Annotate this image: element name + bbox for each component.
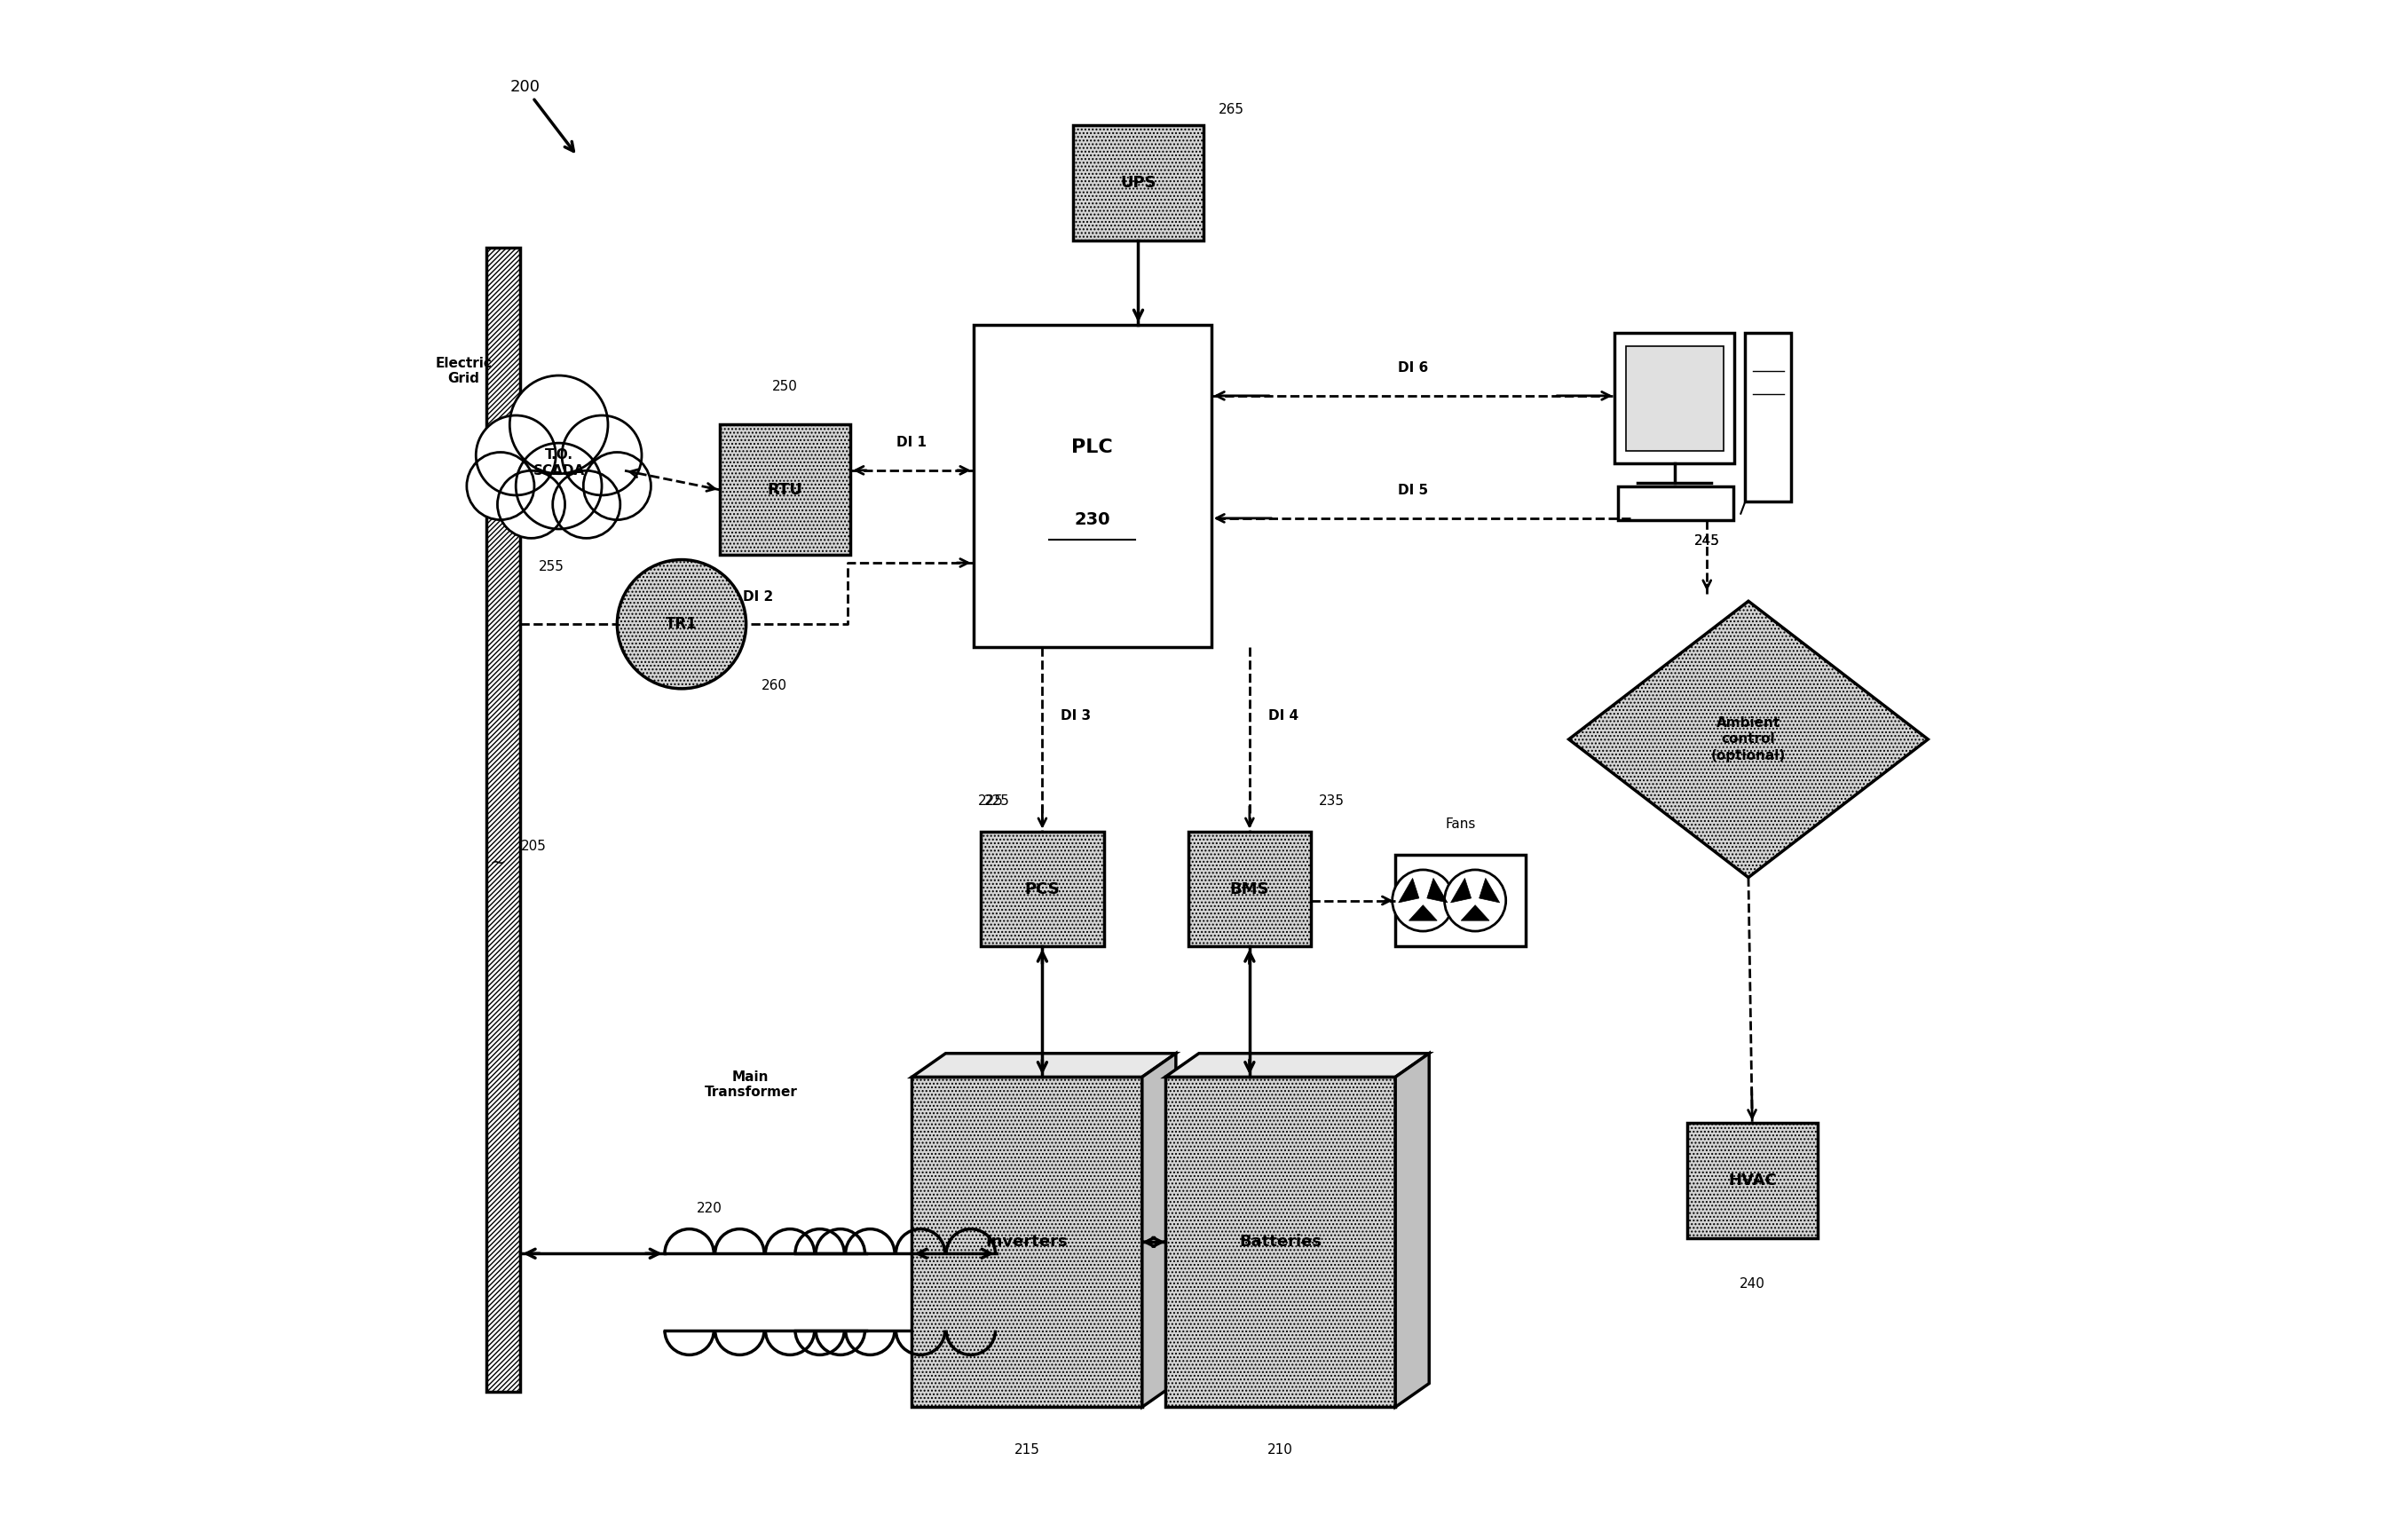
Polygon shape	[1480, 878, 1500, 902]
FancyBboxPatch shape	[1618, 487, 1733, 521]
FancyBboxPatch shape	[1074, 125, 1204, 240]
Polygon shape	[1461, 906, 1490, 921]
Text: BMS: BMS	[1230, 881, 1268, 896]
Polygon shape	[1408, 906, 1437, 921]
Text: TR1: TR1	[667, 616, 698, 631]
Text: ~: ~	[489, 853, 505, 872]
Text: Main
Transformer: Main Transformer	[705, 1070, 797, 1100]
FancyBboxPatch shape	[1687, 1123, 1817, 1238]
FancyBboxPatch shape	[486, 248, 520, 1392]
Text: 235: 235	[1319, 795, 1346, 807]
Text: RTU: RTU	[768, 482, 804, 497]
Text: PLC: PLC	[1071, 439, 1112, 456]
Text: DI 3: DI 3	[1061, 710, 1090, 722]
Text: Batteries: Batteries	[1240, 1234, 1321, 1250]
FancyBboxPatch shape	[1745, 333, 1791, 502]
Polygon shape	[1141, 1053, 1177, 1408]
FancyBboxPatch shape	[1615, 333, 1735, 464]
Text: 210: 210	[1268, 1443, 1293, 1457]
Text: 225: 225	[984, 795, 1009, 807]
Text: Inverters: Inverters	[987, 1234, 1069, 1250]
FancyBboxPatch shape	[972, 325, 1211, 647]
FancyBboxPatch shape	[1396, 855, 1526, 947]
Text: 265: 265	[1218, 103, 1244, 117]
Circle shape	[616, 559, 746, 688]
Circle shape	[510, 376, 609, 474]
Circle shape	[477, 416, 556, 496]
Text: T.O.
SCADA: T.O. SCADA	[532, 448, 585, 477]
Circle shape	[1444, 870, 1507, 932]
Text: UPS: UPS	[1119, 176, 1155, 191]
Text: DI 6: DI 6	[1398, 362, 1427, 374]
Polygon shape	[1569, 601, 1928, 878]
FancyBboxPatch shape	[1625, 346, 1723, 451]
FancyBboxPatch shape	[912, 1076, 1141, 1408]
Text: 220: 220	[698, 1201, 722, 1215]
Text: 255: 255	[539, 559, 563, 573]
Text: DI 4: DI 4	[1268, 710, 1297, 722]
Text: Electric
Grid: Electric Grid	[436, 356, 491, 385]
Text: DI 5: DI 5	[1398, 484, 1427, 497]
Text: 215: 215	[1013, 1443, 1040, 1457]
Circle shape	[498, 471, 566, 537]
Circle shape	[561, 416, 643, 496]
Text: 200: 200	[510, 79, 539, 95]
Text: 230: 230	[1074, 511, 1110, 528]
Polygon shape	[1451, 878, 1471, 902]
Text: 240: 240	[1740, 1278, 1764, 1291]
Polygon shape	[1398, 878, 1420, 902]
Circle shape	[1391, 870, 1454, 932]
Circle shape	[582, 453, 650, 521]
Text: PCS: PCS	[1025, 881, 1059, 896]
Text: HVAC: HVAC	[1728, 1172, 1776, 1189]
FancyBboxPatch shape	[1189, 832, 1312, 947]
FancyBboxPatch shape	[720, 425, 850, 554]
Text: 205: 205	[520, 841, 546, 853]
Text: 260: 260	[761, 679, 787, 691]
Polygon shape	[912, 1053, 1177, 1076]
FancyBboxPatch shape	[1165, 1076, 1396, 1408]
Text: 245: 245	[1695, 534, 1719, 548]
Polygon shape	[1165, 1053, 1430, 1076]
Polygon shape	[1427, 878, 1447, 902]
Circle shape	[554, 471, 621, 537]
Text: 245: 245	[1695, 534, 1719, 548]
Circle shape	[467, 453, 534, 521]
FancyBboxPatch shape	[982, 832, 1105, 947]
Text: Fans: Fans	[1444, 818, 1475, 830]
Text: 250: 250	[773, 379, 799, 393]
Text: Ambient
control
(optional): Ambient control (optional)	[1711, 716, 1786, 762]
Circle shape	[515, 444, 602, 530]
Text: DI 2: DI 2	[744, 590, 773, 604]
Text: 225: 225	[977, 795, 1004, 807]
Text: DI 1: DI 1	[898, 436, 927, 450]
Polygon shape	[1396, 1053, 1430, 1408]
